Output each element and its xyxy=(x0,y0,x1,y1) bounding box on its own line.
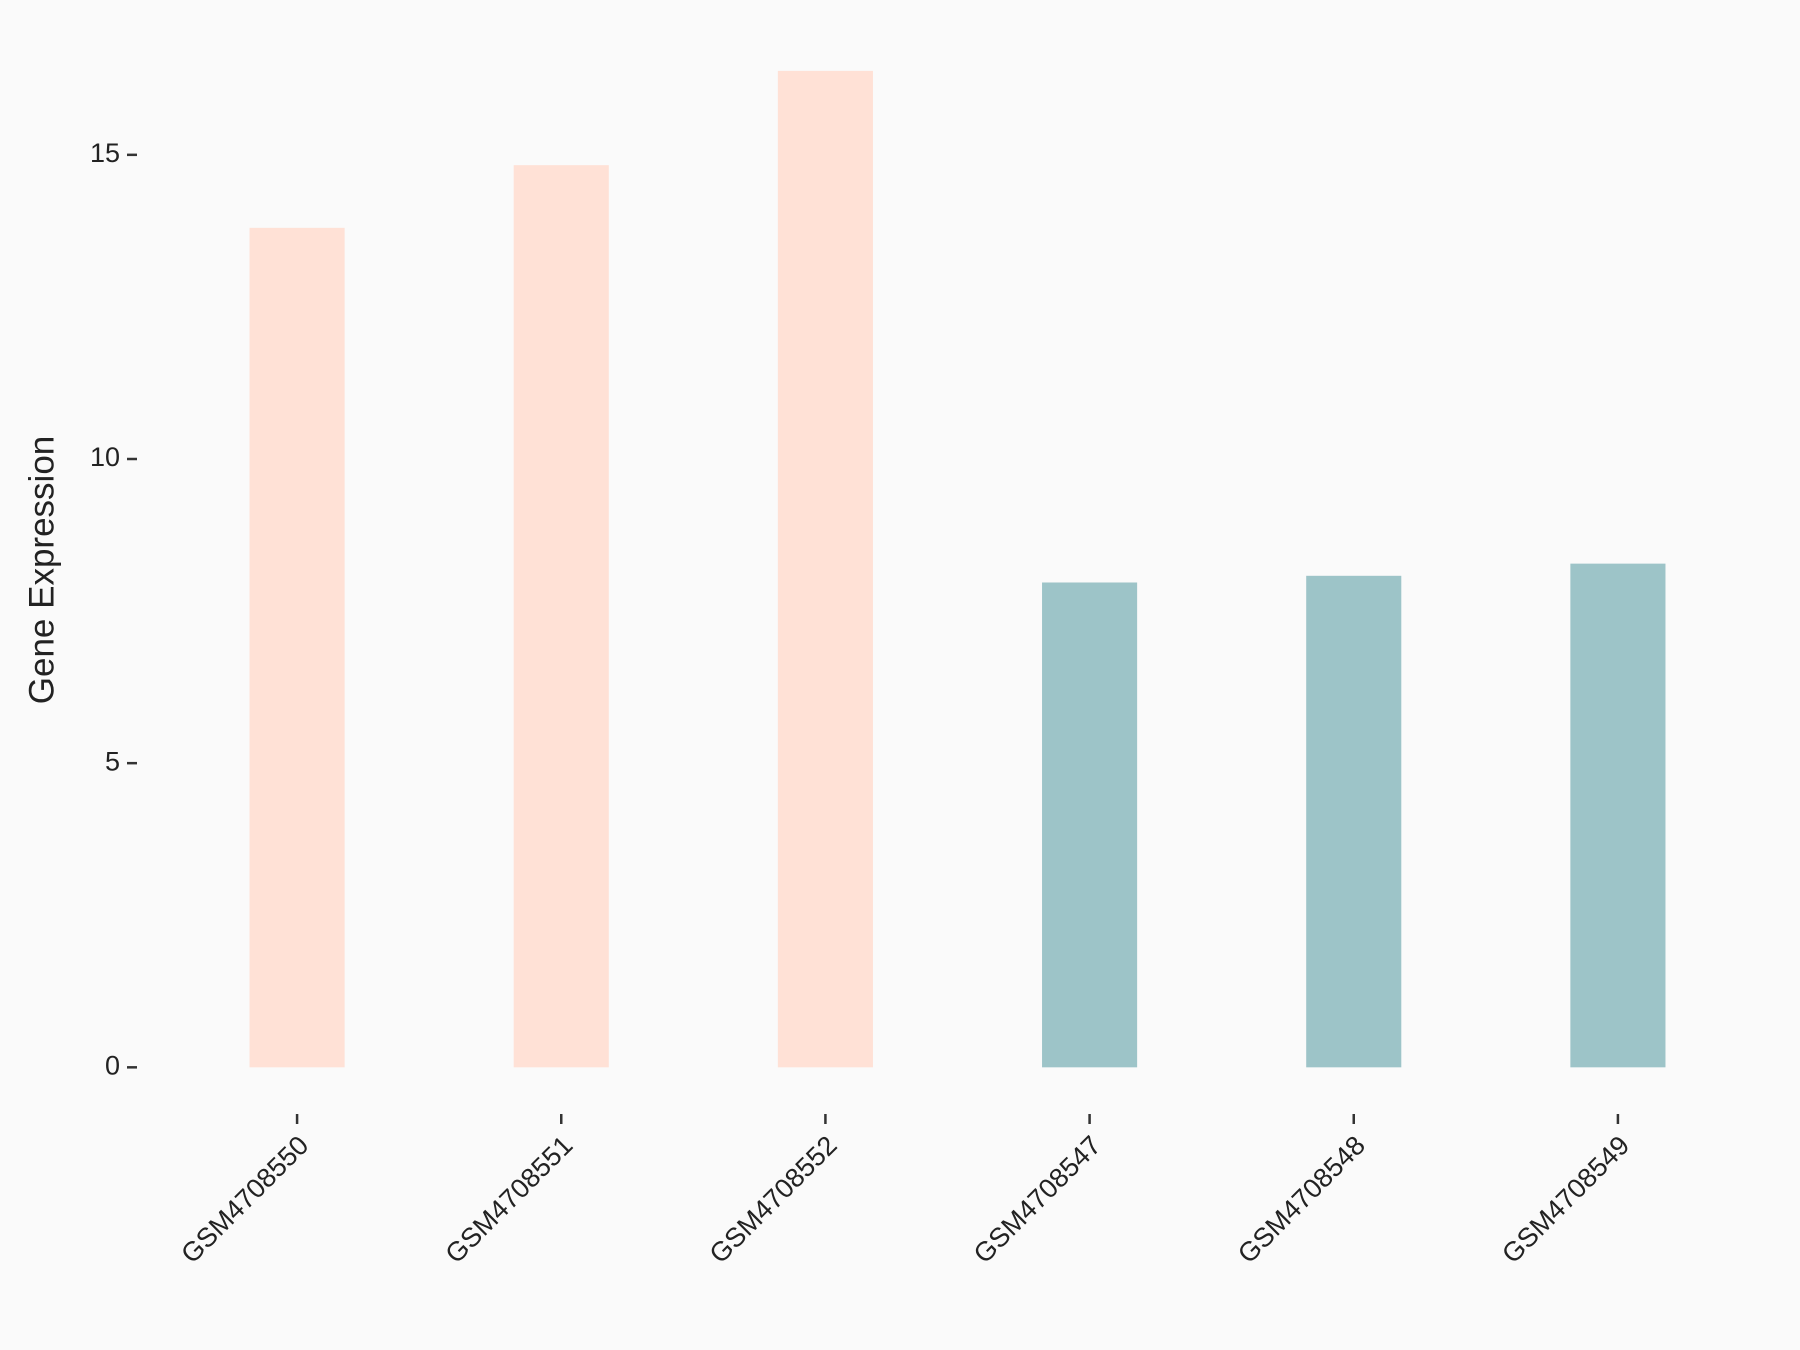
bar xyxy=(249,227,345,1068)
y-tick-label: 15 xyxy=(90,138,120,168)
bar xyxy=(1306,575,1402,1068)
bar xyxy=(513,165,609,1068)
y-tick-label: 5 xyxy=(105,746,120,776)
bar xyxy=(1570,563,1666,1068)
y-tick-label: 0 xyxy=(105,1050,120,1080)
y-tick-label: 10 xyxy=(90,442,120,472)
bar xyxy=(1042,582,1138,1068)
y-axis-title: Gene Expression xyxy=(22,436,61,704)
bar xyxy=(777,70,873,1068)
